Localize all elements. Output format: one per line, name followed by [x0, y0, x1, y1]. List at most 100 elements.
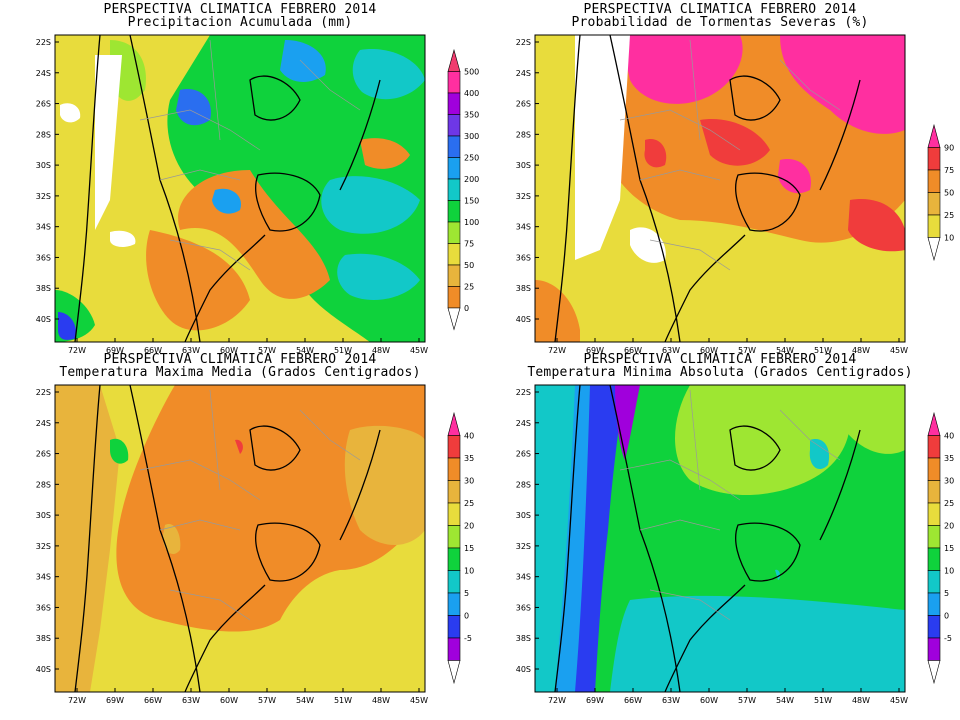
colorbar-label: 75	[464, 240, 474, 249]
lat-label: 24S	[516, 69, 531, 78]
colorbar-label: 50	[464, 261, 474, 270]
map-figure: 22S 24S 26S 28S 30S 32S 34S 36S 38S 40S 72W 69W 66W…	[516, 34, 954, 355]
colorbar-segment	[447, 615, 461, 639]
colorbar-label: 400	[464, 89, 479, 98]
colorbar-segment	[447, 221, 461, 244]
colorbar-label: 20	[944, 522, 954, 531]
lon-label: 66W	[144, 346, 162, 355]
panel-title: PERSPECTIVA CLIMATICA FEBRERO 2014	[583, 352, 857, 367]
colorbar-segment	[927, 637, 941, 661]
lon-label: 63W	[182, 696, 200, 705]
colorbar-label: 25	[464, 499, 474, 508]
lon-label: 60W	[700, 346, 718, 355]
colorbar-segment	[447, 135, 461, 158]
colorbar-segment	[447, 502, 461, 526]
colorbar-label: 75	[944, 166, 954, 175]
lat-label: 26S	[36, 450, 51, 459]
panel-title: PERSPECTIVA CLIMATICA FEBRERO 2014	[583, 2, 857, 17]
colorbar-segment	[927, 547, 941, 571]
longitude-axis: 72W 69W 66W 63W 60W 57W 54W 51W 48W 45W	[548, 338, 908, 355]
colorbar-label: -5	[944, 634, 952, 643]
lon-label: 51W	[814, 696, 832, 705]
colorbar-label: 25	[464, 283, 474, 292]
colorbar-segment	[927, 570, 941, 594]
lon-label: 60W	[220, 696, 238, 705]
lon-label: 54W	[776, 696, 794, 705]
colorbar-label: 20	[464, 522, 474, 531]
colorbar-label: 30	[464, 477, 474, 486]
lat-label: 32S	[36, 542, 51, 551]
colorbar-segment	[447, 114, 461, 137]
colorbar-label: 10	[464, 567, 474, 576]
colorbar-segment	[927, 237, 941, 262]
lat-label: 28S	[36, 480, 51, 489]
colorbar-segment	[927, 457, 941, 481]
longitude-axis: 72W 69W 66W 63W 60W 57W 54W 51W 48W 45W	[548, 688, 908, 705]
lon-label: 66W	[624, 346, 642, 355]
panel-title: PERSPECTIVA CLIMATICA FEBRERO 2014	[103, 352, 377, 367]
lon-label: 72W	[548, 346, 566, 355]
colorbar-segment	[447, 660, 461, 685]
lat-label: 22S	[516, 388, 531, 397]
lon-label: 48W	[372, 346, 390, 355]
colorbar-label: 25	[944, 211, 954, 220]
lon-label: 48W	[852, 696, 870, 705]
lon-label: 51W	[814, 346, 832, 355]
lat-label: 28S	[516, 480, 531, 489]
lat-label: 34S	[36, 223, 51, 232]
colorbar-segment	[927, 615, 941, 639]
colorbar-segment	[447, 92, 461, 115]
colorbar-label: -5	[464, 634, 472, 643]
lon-label: 45W	[410, 346, 428, 355]
lat-label: 22S	[36, 38, 51, 47]
colorbar-segment	[447, 264, 461, 287]
panel-subtitle: Temperatura Maxima Media (Grados Centigr…	[59, 365, 421, 380]
panel-title: PERSPECTIVA CLIMATICA FEBRERO 2014	[103, 2, 377, 17]
colorbar-segment	[447, 243, 461, 266]
lon-label: 60W	[220, 346, 238, 355]
lat-label: 40S	[516, 315, 531, 324]
colorbar-label: 250	[464, 154, 479, 163]
lat-label: 40S	[516, 665, 531, 674]
longitude-axis: 72W 69W 66W 63W 60W 57W 54W 51W 48W 45W	[68, 338, 428, 355]
lon-label: 45W	[890, 346, 908, 355]
lon-label: 72W	[68, 346, 86, 355]
panel-subtitle: Precipitacion Acumulada (mm)	[127, 15, 353, 30]
colorbar-segment	[927, 169, 941, 193]
lon-label: 72W	[68, 696, 86, 705]
colorbar-label: 35	[464, 454, 474, 463]
colorbar-segment	[447, 307, 461, 331]
colorbar-segment	[447, 71, 461, 94]
colorbar: 90 75 50 25 10	[927, 123, 954, 262]
colorbar-label: 25	[944, 499, 954, 508]
lat-label: 32S	[516, 192, 531, 201]
panel-subtitle: Probabilidad de Tormentas Severas (%)	[571, 15, 869, 30]
lon-label: 69W	[106, 346, 124, 355]
lon-label: 57W	[258, 346, 276, 355]
colorbar-label: 40	[944, 432, 954, 441]
colorbar-segment	[927, 147, 941, 171]
map-figure: 22S 24S 26S 28S 30S 32S 34S 36S 38S 40S 72W 69W 66W…	[36, 34, 479, 355]
colorbar-segment	[927, 592, 941, 616]
colorbar-label: 15	[944, 544, 954, 553]
colorbar-segment	[447, 525, 461, 549]
lat-label: 34S	[36, 573, 51, 582]
colorbar-segment	[927, 435, 941, 459]
lat-label: 32S	[516, 542, 531, 551]
lon-label: 45W	[410, 696, 428, 705]
colorbar-segment	[447, 286, 461, 309]
lon-label: 54W	[776, 346, 794, 355]
map-panel-max-temperature: PERSPECTIVA CLIMATICA FEBRERO 2014 Tempe…	[0, 350, 480, 710]
latitude-axis: 22S 24S 26S 28S 30S 32S 34S 36S 38S 40S	[516, 38, 539, 324]
lat-label: 22S	[36, 388, 51, 397]
lon-label: 54W	[296, 346, 314, 355]
colorbar-segment	[447, 435, 461, 459]
lat-label: 34S	[516, 223, 531, 232]
lon-label: 60W	[700, 696, 718, 705]
lon-label: 57W	[258, 696, 276, 705]
colorbar-label: 5	[464, 589, 469, 598]
colorbar-label: 500	[464, 68, 479, 77]
colorbar-segment	[447, 178, 461, 201]
colorbar-label: 350	[464, 111, 479, 120]
colorbar-segment	[447, 200, 461, 223]
